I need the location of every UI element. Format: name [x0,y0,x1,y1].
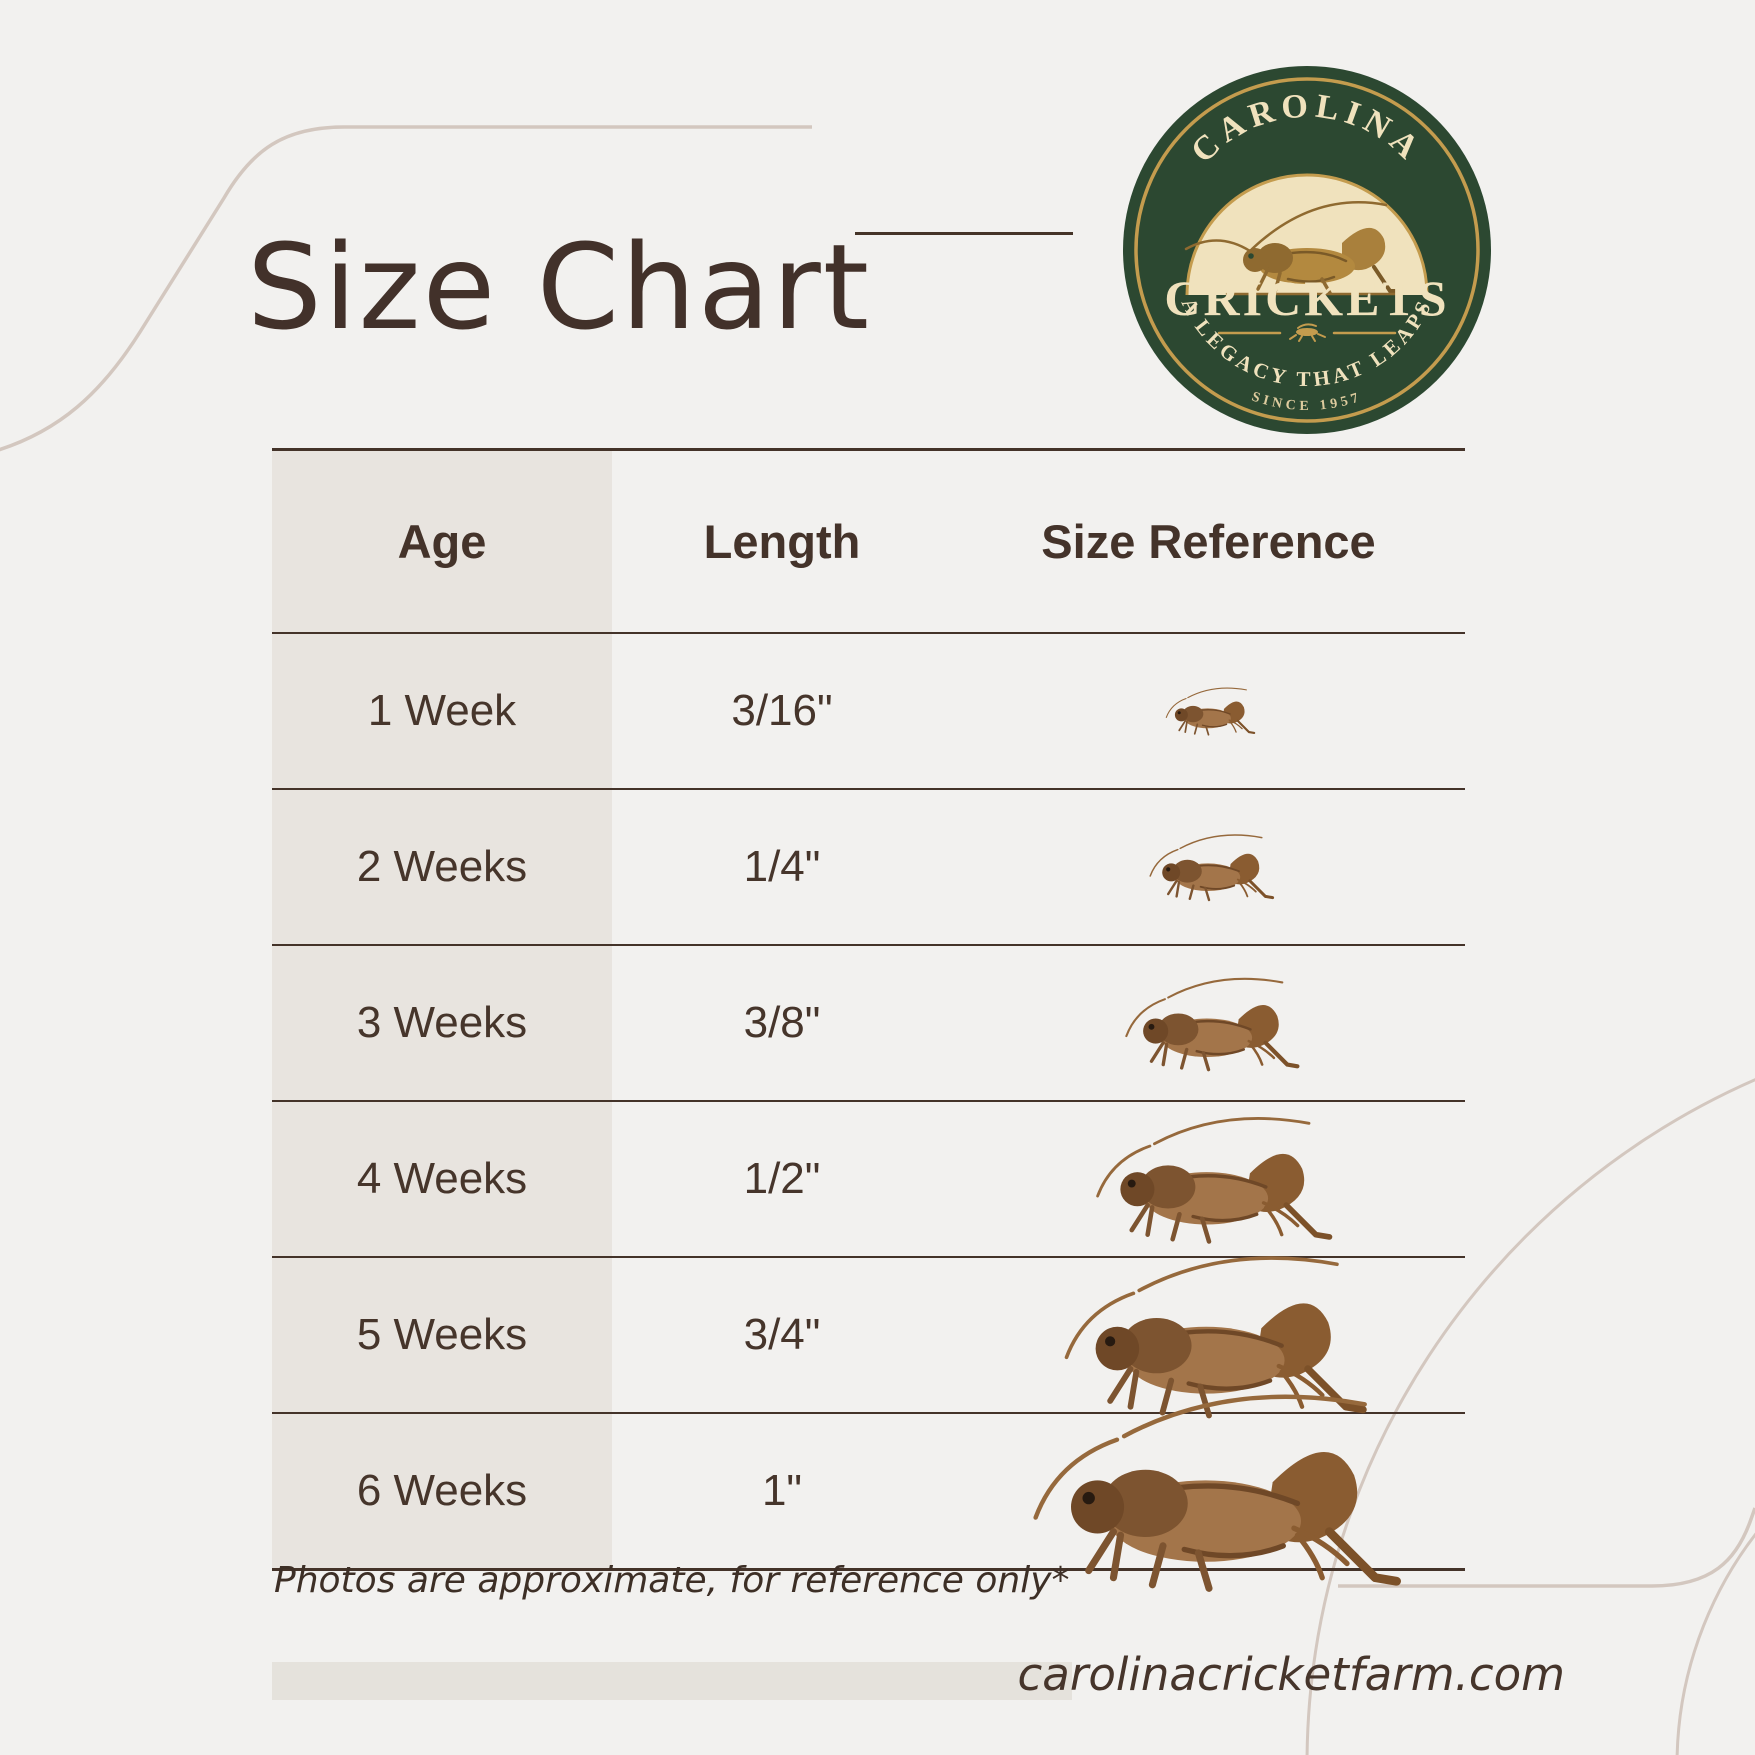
table-row: 1 Week 3/16" [272,632,1465,788]
length-cell: 3/16" [731,686,833,735]
size-table: Age Length Size Reference 1 Week 3/16" 2… [272,448,1465,1571]
cricket-logo-illustration [1184,201,1402,296]
age-cell: 2 Weeks [272,790,612,944]
length-cell: 3/4" [743,1310,821,1359]
length-cell: 3/8" [743,998,821,1047]
size-reference-cell [952,1102,1465,1256]
carolina-crickets-badge: CAROLINA CRICKETS A LEGACY THAT LEAPS SI… [1123,66,1491,434]
length-cell: 1/2" [743,1154,821,1203]
header-size-reference: Size Reference [1041,515,1376,568]
cricket-photo [1161,683,1256,739]
header-age: Age [272,451,612,632]
cricket-photo [1116,969,1301,1078]
table-row: 3 Weeks 3/8" [272,944,1465,1100]
length-cell: 1" [761,1466,803,1515]
page-title: Size Chart [247,218,872,356]
cricket-photo [1014,1376,1404,1606]
size-reference-cell [952,634,1465,788]
table-row: 2 Weeks 1/4" [272,788,1465,944]
age-cell: 4 Weeks [272,1102,612,1256]
badge-name-text: CRICKETS [1164,270,1449,326]
footer-bar [272,1662,1072,1700]
title-dash-line [855,232,1073,235]
header-length: Length [703,515,861,568]
table-row: 5 Weeks 3/4" [272,1256,1465,1412]
table-row: 4 Weeks 1/2" [272,1100,1465,1256]
age-cell: 5 Weeks [272,1258,612,1412]
footnote: Photos are approximate, for reference on… [274,1560,1070,1601]
cricket-photo [1143,828,1275,906]
size-reference-cell [952,1414,1465,1568]
table-header-row: Age Length Size Reference [272,451,1465,632]
cricket-photo [1084,1105,1334,1253]
age-cell: 6 Weeks [272,1414,612,1568]
badge-flourish [1217,323,1397,342]
age-cell: 3 Weeks [272,946,612,1100]
age-cell: 1 Week [272,634,612,788]
size-reference-cell [952,946,1465,1100]
website-url: carolinacricketfarm.com [1017,1648,1566,1701]
length-cell: 1/4" [743,842,821,891]
size-reference-cell [952,790,1465,944]
table-row: 6 Weeks 1" [272,1412,1465,1568]
